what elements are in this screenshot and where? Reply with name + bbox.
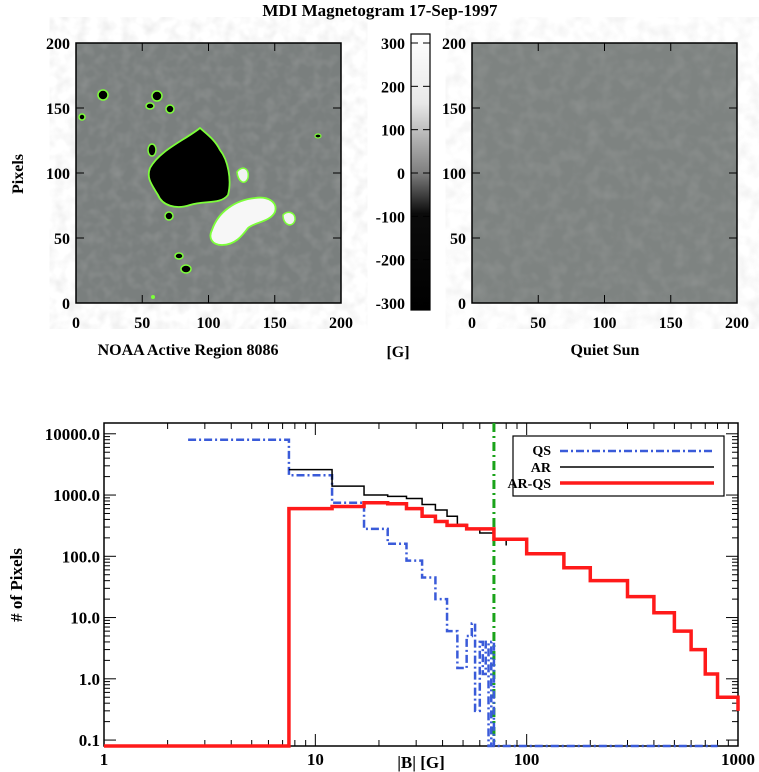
ar-ylabel: Pixels: [10, 154, 27, 194]
legend-label-arqs: AR-QS: [507, 477, 551, 492]
y-tick-label: 200: [46, 36, 70, 53]
colorbar-tick-label: -300: [376, 296, 405, 313]
y-tick-label: 10.0: [70, 609, 100, 628]
y-tick-label: 100: [442, 166, 466, 183]
qs-xlabel: Quiet Sun: [571, 342, 640, 359]
x-tick-label: 1: [100, 750, 109, 769]
x-tick-label: 1000: [721, 750, 755, 769]
colorbar-tick-label: 100: [381, 123, 405, 140]
y-tick-label: 10000.0: [45, 425, 100, 444]
y-tick-label: 150: [442, 101, 466, 118]
legend-label-qs: QS: [532, 444, 551, 459]
x-tick-label: 100: [593, 315, 617, 332]
y-tick-label: 0: [458, 296, 466, 313]
x-tick-label: 10: [307, 750, 324, 769]
x-tick-label: 0: [468, 315, 476, 332]
x-tick-label: 100: [197, 315, 221, 332]
y-tick-label: 0: [62, 296, 70, 313]
y-tick-label: 150: [46, 101, 70, 118]
histogram-ylabel: # of Pixels: [7, 548, 26, 622]
colorbar-tick-label: 300: [381, 36, 405, 53]
x-tick-label: 200: [725, 315, 749, 332]
y-tick-label: 1000.0: [53, 486, 100, 505]
colorbar-tick-label: -200: [376, 253, 405, 270]
y-tick-label: 100.0: [62, 547, 100, 566]
histogram-legend: QS AR AR-QS: [507, 435, 725, 497]
colorbar-tick-label: 0: [397, 166, 405, 183]
ar-xlabel: NOAA Active Region 8086: [98, 342, 279, 359]
x-tick-label: 50: [134, 315, 150, 332]
x-tick-label: 150: [263, 315, 287, 332]
y-tick-label: 50: [54, 231, 70, 248]
y-tick-label: 50: [450, 231, 466, 248]
histogram-xlabel: |B| [G]: [397, 753, 445, 772]
x-tick-label: 100: [514, 750, 540, 769]
colorbar: [410, 33, 431, 311]
x-tick-label: 200: [329, 315, 353, 332]
x-tick-label: 150: [659, 315, 683, 332]
y-tick-label: 200: [442, 36, 466, 53]
colorbar-unit-label: [G]: [386, 344, 409, 361]
colorbar-tick-label: -100: [376, 209, 405, 226]
y-tick-label: 1.0: [79, 670, 100, 689]
negative-polarity-region: [147, 126, 231, 208]
y-tick-label: 0.1: [79, 731, 100, 750]
quiet-sun-map: [471, 42, 738, 304]
y-tick-label: 100: [46, 166, 70, 183]
colorbar-tick-label: 200: [381, 79, 405, 96]
figure-title: MDI Magnetogram 17-Sep-1997: [262, 1, 498, 20]
x-tick-label: 0: [72, 315, 80, 332]
active-region-map: [75, 42, 342, 304]
x-tick-label: 50: [530, 315, 546, 332]
legend-label-ar: AR: [531, 461, 552, 476]
positive-polarity-region: [209, 196, 277, 246]
